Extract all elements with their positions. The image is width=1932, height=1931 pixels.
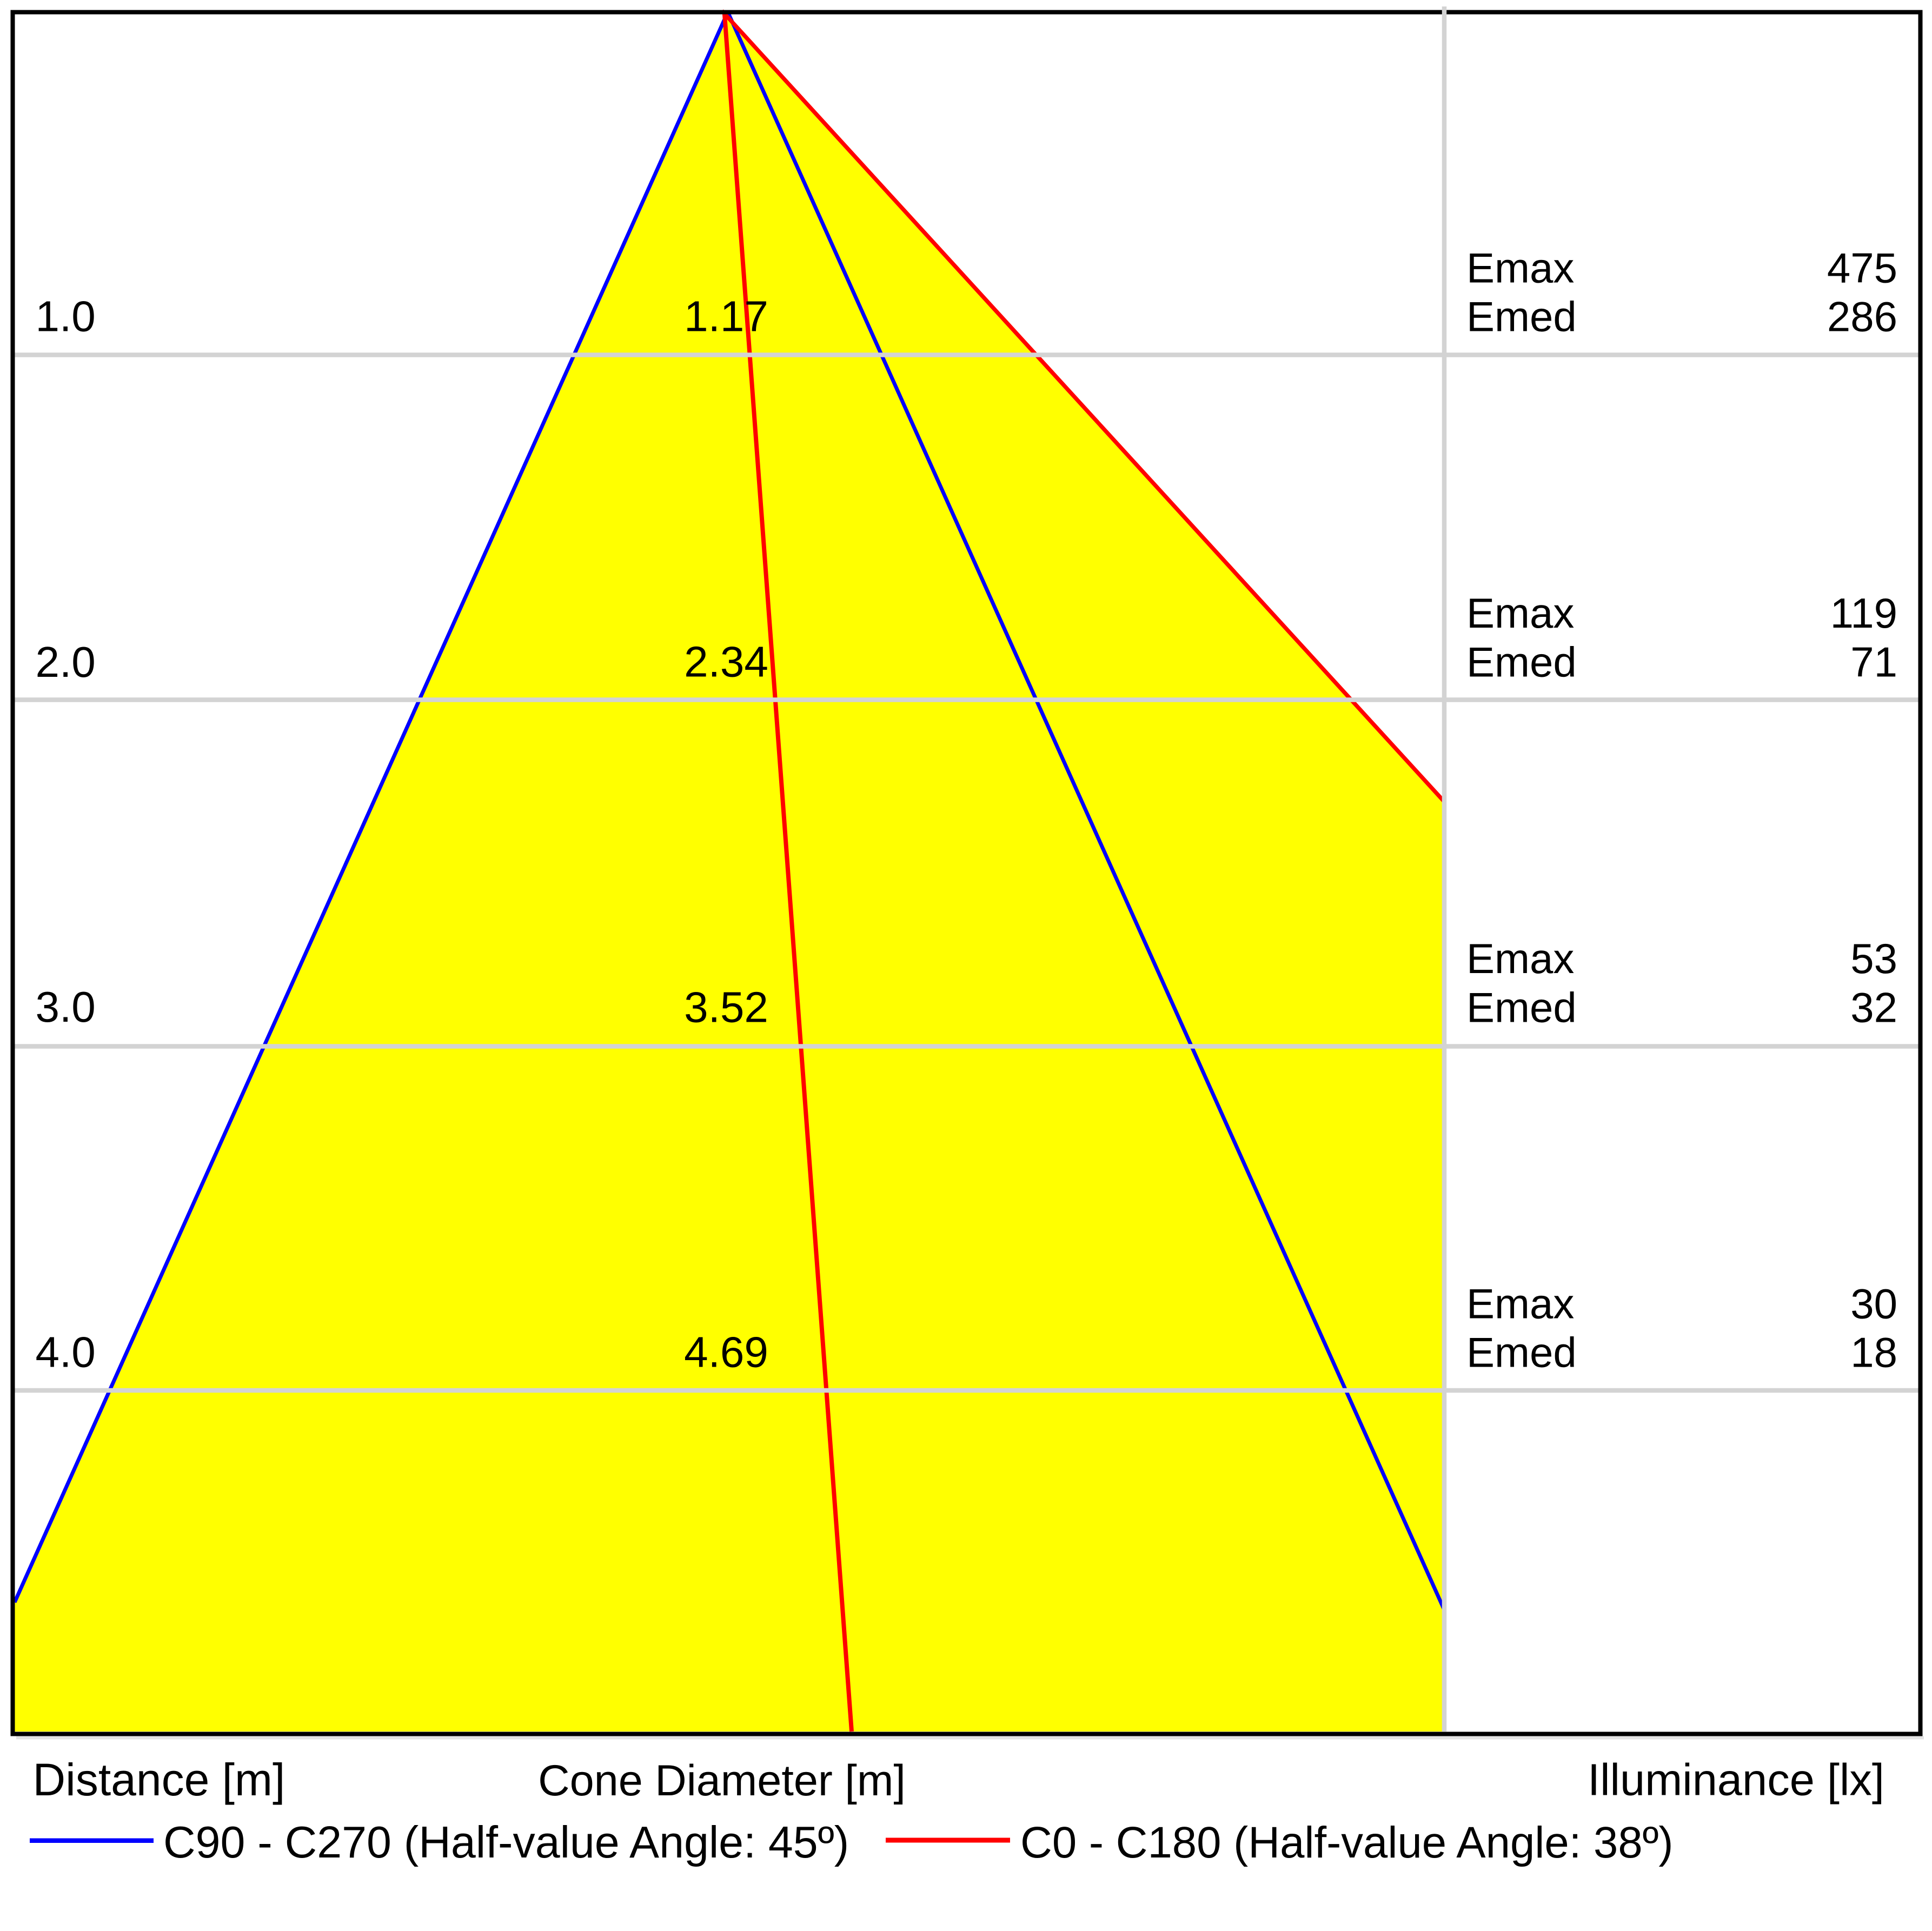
svg-text:18: 18: [1850, 1329, 1897, 1376]
svg-text:Emed: Emed: [1466, 984, 1577, 1031]
svg-text:C0 - C180 (Half-value Angle: 3: C0 - C180 (Half-value Angle: 38º): [1020, 1818, 1674, 1867]
svg-text:3.0: 3.0: [36, 983, 96, 1031]
svg-text:53: 53: [1850, 935, 1897, 982]
svg-text:Illuminance [lx]: Illuminance [lx]: [1588, 1755, 1884, 1805]
svg-text:Emed: Emed: [1466, 1329, 1577, 1376]
svg-text:C90 - C270 (Half-value Angle:: C90 - C270 (Half-value Angle: 45º): [163, 1817, 849, 1867]
svg-text:2.0: 2.0: [36, 638, 96, 686]
svg-text:119: 119: [1830, 589, 1897, 637]
svg-text:Emed: Emed: [1466, 293, 1577, 341]
svg-text:Emed: Emed: [1466, 638, 1577, 686]
svg-text:32: 32: [1850, 984, 1897, 1031]
svg-text:Emax: Emax: [1466, 935, 1574, 982]
svg-text:475: 475: [1827, 244, 1897, 292]
svg-text:Emax: Emax: [1466, 244, 1574, 292]
svg-text:2.34: 2.34: [684, 638, 768, 686]
svg-text:Cone Diameter [m]: Cone Diameter [m]: [538, 1756, 906, 1805]
svg-text:3.52: 3.52: [684, 983, 768, 1031]
svg-text:4.69: 4.69: [684, 1328, 768, 1376]
svg-text:Distance [m]: Distance [m]: [33, 1754, 286, 1805]
svg-text:286: 286: [1827, 293, 1897, 341]
svg-text:71: 71: [1850, 638, 1897, 686]
svg-text:Emax: Emax: [1466, 589, 1574, 637]
svg-text:1.17: 1.17: [684, 292, 768, 341]
svg-text:Emax: Emax: [1466, 1280, 1574, 1328]
svg-text:30: 30: [1850, 1280, 1897, 1328]
svg-text:1.0: 1.0: [36, 292, 96, 341]
svg-text:4.0: 4.0: [36, 1328, 96, 1376]
